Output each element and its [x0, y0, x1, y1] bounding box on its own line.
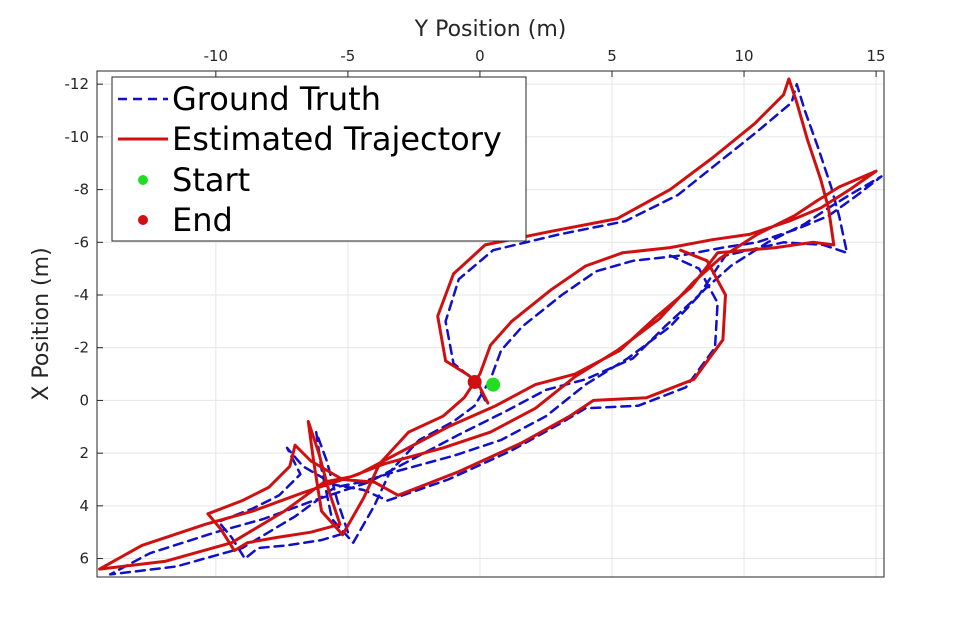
legend-label-ground-truth: Ground Truth — [172, 80, 381, 118]
y-axis-label: X Position (m) — [29, 247, 54, 400]
y-tick-label: -8 — [74, 181, 89, 199]
y-tick-label: 6 — [79, 550, 89, 568]
y-tick-label: -6 — [74, 233, 89, 251]
legend-swatch-end — [138, 215, 148, 225]
legend-swatch-start — [138, 175, 148, 185]
grid-lines — [97, 71, 884, 577]
endpoint-markers — [467, 374, 501, 392]
axis-ticks: -10 -5 0 5 10 15 -12 -10 -8 -6 -4 -2 0 2 4 6 — [65, 47, 886, 568]
trajectory-series — [98, 77, 883, 576]
legend: Ground Truth Estimated Trajectory Start … — [111, 76, 527, 242]
y-tick-label: -12 — [65, 75, 90, 93]
legend-label-start: Start — [172, 161, 250, 199]
x-tick-label: -10 — [204, 47, 229, 65]
y-tick-label: 4 — [79, 497, 89, 515]
y-tick-label: -4 — [74, 286, 89, 304]
x-tick-label: 5 — [607, 47, 617, 65]
x-tick-label: -5 — [340, 47, 355, 65]
y-tick-label: 0 — [79, 391, 89, 409]
end-marker — [467, 374, 482, 389]
legend-box — [111, 76, 527, 242]
y-tick-label: -2 — [74, 339, 89, 357]
x-tick-label: 15 — [867, 47, 886, 65]
legend-label-end: End — [172, 201, 233, 239]
legend-label-estimated-trajectory: Estimated Trajectory — [172, 120, 502, 158]
x-tick-label: 0 — [475, 47, 485, 65]
y-tick-label: 2 — [79, 444, 89, 462]
x-tick-label: 10 — [734, 47, 753, 65]
estimated-trajectory-line — [98, 77, 878, 571]
ground-truth-line — [108, 82, 883, 576]
plot-area-border — [96, 70, 885, 578]
y-tick-label: -10 — [65, 128, 90, 146]
start-marker — [486, 377, 501, 392]
x-axis-label: Y Position (m) — [414, 17, 567, 42]
